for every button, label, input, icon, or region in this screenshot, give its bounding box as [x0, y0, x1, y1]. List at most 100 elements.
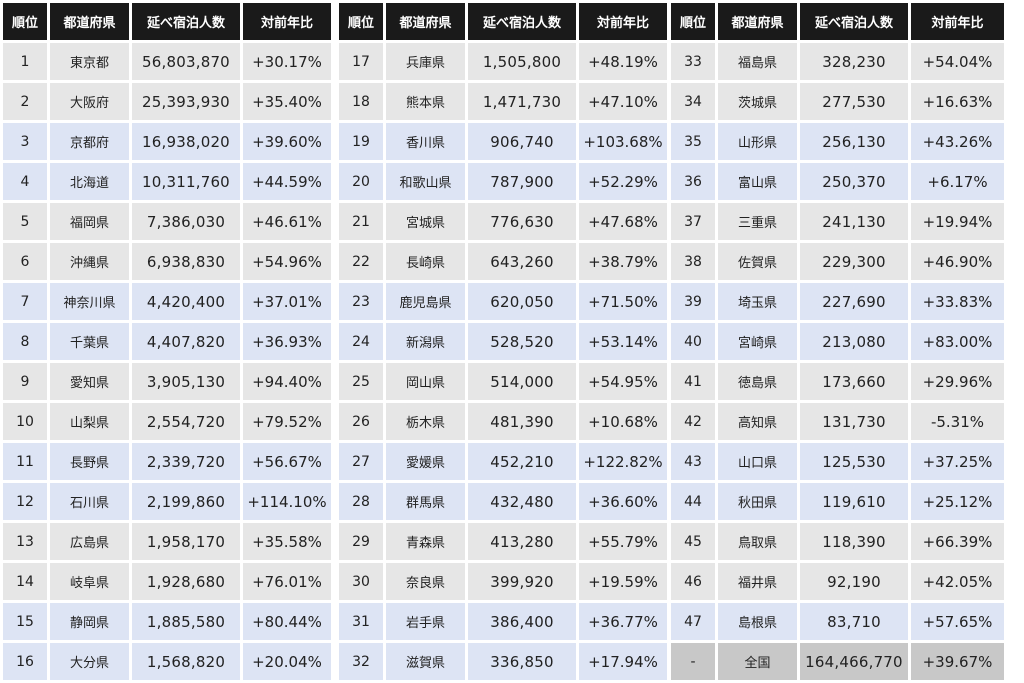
yoy-cell: +44.59%: [243, 163, 331, 200]
rank-cell: 21: [339, 203, 383, 240]
rank-cell: 30: [339, 563, 383, 600]
yoy-cell: +33.83%: [911, 283, 1004, 320]
prefecture-cell: 山形県: [718, 123, 797, 160]
yoy-cell: +83.00%: [911, 323, 1004, 360]
prefecture-cell: 徳島県: [718, 363, 797, 400]
rank-cell: 18: [339, 83, 383, 120]
prefecture-cell: 福島県: [718, 43, 797, 80]
rank-cell: 4: [3, 163, 47, 200]
yoy-cell: +39.60%: [243, 123, 331, 160]
table-row: 38 佐賀県 229,300 +46.90%: [671, 243, 1004, 280]
table-row: 47 島根県 83,710 +57.65%: [671, 603, 1004, 640]
rank-cell: 29: [339, 523, 383, 560]
rank-cell: 2: [3, 83, 47, 120]
stays-cell: 514,000: [468, 363, 576, 400]
table-row: 34 茨城県 277,530 +16.63%: [671, 83, 1004, 120]
stays-cell: 241,130: [800, 203, 908, 240]
stays-cell: 10,311,760: [132, 163, 240, 200]
stays-cell: 906,740: [468, 123, 576, 160]
prefecture-cell: 京都府: [50, 123, 129, 160]
prefecture-cell: 福岡県: [50, 203, 129, 240]
stays-cell: 4,420,400: [132, 283, 240, 320]
yoy-cell: +25.12%: [911, 483, 1004, 520]
stays-cell: 131,730: [800, 403, 908, 440]
stays-cell: 3,905,130: [132, 363, 240, 400]
stays-cell: 164,466,770: [800, 643, 908, 680]
stays-cell: 6,938,830: [132, 243, 240, 280]
yoy-cell: +6.17%: [911, 163, 1004, 200]
table-header-row: 順位 都道府県 延べ宿泊人数 対前年比: [3, 3, 331, 40]
table-header-row: 順位 都道府県 延べ宿泊人数 対前年比: [671, 3, 1004, 40]
stays-cell: 481,390: [468, 403, 576, 440]
table-row: 15 静岡県 1,885,580 +80.44%: [3, 603, 331, 640]
prefecture-cell: 愛媛県: [386, 443, 465, 480]
stays-cell: 2,339,720: [132, 443, 240, 480]
prefecture-cell: 静岡県: [50, 603, 129, 640]
rank-cell: 20: [339, 163, 383, 200]
rank-cell: 26: [339, 403, 383, 440]
stays-cell: 528,520: [468, 323, 576, 360]
rank-cell: 14: [3, 563, 47, 600]
table-row: 39 埼玉県 227,690 +33.83%: [671, 283, 1004, 320]
rank-cell: 37: [671, 203, 715, 240]
stays-cell: 92,190: [800, 563, 908, 600]
prefecture-cell: 佐賀県: [718, 243, 797, 280]
table-row: 20 和歌山県 787,900 +52.29%: [339, 163, 667, 200]
prefecture-cell: 群馬県: [386, 483, 465, 520]
prefecture-cell: 三重県: [718, 203, 797, 240]
stays-cell: 1,505,800: [468, 43, 576, 80]
table-row: 22 長崎県 643,260 +38.79%: [339, 243, 667, 280]
table-row: 42 高知県 131,730 -5.31%: [671, 403, 1004, 440]
stays-cell: 83,710: [800, 603, 908, 640]
yoy-cell: +57.65%: [911, 603, 1004, 640]
yoy-cell: +10.68%: [579, 403, 667, 440]
rank-cell: 24: [339, 323, 383, 360]
table-row: 24 新潟県 528,520 +53.14%: [339, 323, 667, 360]
rank-cell: 11: [3, 443, 47, 480]
rank-cell: 19: [339, 123, 383, 160]
stays-cell: 328,230: [800, 43, 908, 80]
table-row: 10 山梨県 2,554,720 +79.52%: [3, 403, 331, 440]
prefecture-cell: 石川県: [50, 483, 129, 520]
yoy-cell: +46.61%: [243, 203, 331, 240]
stays-cell: 227,690: [800, 283, 908, 320]
rank-cell: 39: [671, 283, 715, 320]
stays-cell: 119,610: [800, 483, 908, 520]
stays-cell: 787,900: [468, 163, 576, 200]
prefecture-cell: 鳥取県: [718, 523, 797, 560]
prefecture-cell: 宮崎県: [718, 323, 797, 360]
rank-cell: 16: [3, 643, 47, 680]
stays-cell: 432,480: [468, 483, 576, 520]
stays-cell: 7,386,030: [132, 203, 240, 240]
table-row: 29 青森県 413,280 +55.79%: [339, 523, 667, 560]
table-row: 8 千葉県 4,407,820 +36.93%: [3, 323, 331, 360]
stays-cell: 413,280: [468, 523, 576, 560]
yoy-cell: +42.05%: [911, 563, 1004, 600]
header-stays: 延べ宿泊人数: [468, 3, 576, 40]
prefecture-cell: 全国: [718, 643, 797, 680]
yoy-cell: +38.79%: [579, 243, 667, 280]
rank-cell: 46: [671, 563, 715, 600]
stays-cell: 256,130: [800, 123, 908, 160]
table-row: 30 奈良県 399,920 +19.59%: [339, 563, 667, 600]
table-row: 17 兵庫県 1,505,800 +48.19%: [339, 43, 667, 80]
prefecture-cell: 山口県: [718, 443, 797, 480]
yoy-cell: +39.67%: [911, 643, 1004, 680]
rank-cell: 5: [3, 203, 47, 240]
rank-cell: 22: [339, 243, 383, 280]
stays-cell: 1,885,580: [132, 603, 240, 640]
yoy-cell: +29.96%: [911, 363, 1004, 400]
table-row: 25 岡山県 514,000 +54.95%: [339, 363, 667, 400]
table-row: 37 三重県 241,130 +19.94%: [671, 203, 1004, 240]
table-row: 45 鳥取県 118,390 +66.39%: [671, 523, 1004, 560]
yoy-cell: +122.82%: [579, 443, 667, 480]
rank-cell: 3: [3, 123, 47, 160]
prefecture-cell: 秋田県: [718, 483, 797, 520]
stays-cell: 16,938,020: [132, 123, 240, 160]
rank-cell: 35: [671, 123, 715, 160]
table-row: 28 群馬県 432,480 +36.60%: [339, 483, 667, 520]
prefecture-cell: 山梨県: [50, 403, 129, 440]
stays-cell: 386,400: [468, 603, 576, 640]
prefecture-cell: 埼玉県: [718, 283, 797, 320]
stays-cell: 1,471,730: [468, 83, 576, 120]
